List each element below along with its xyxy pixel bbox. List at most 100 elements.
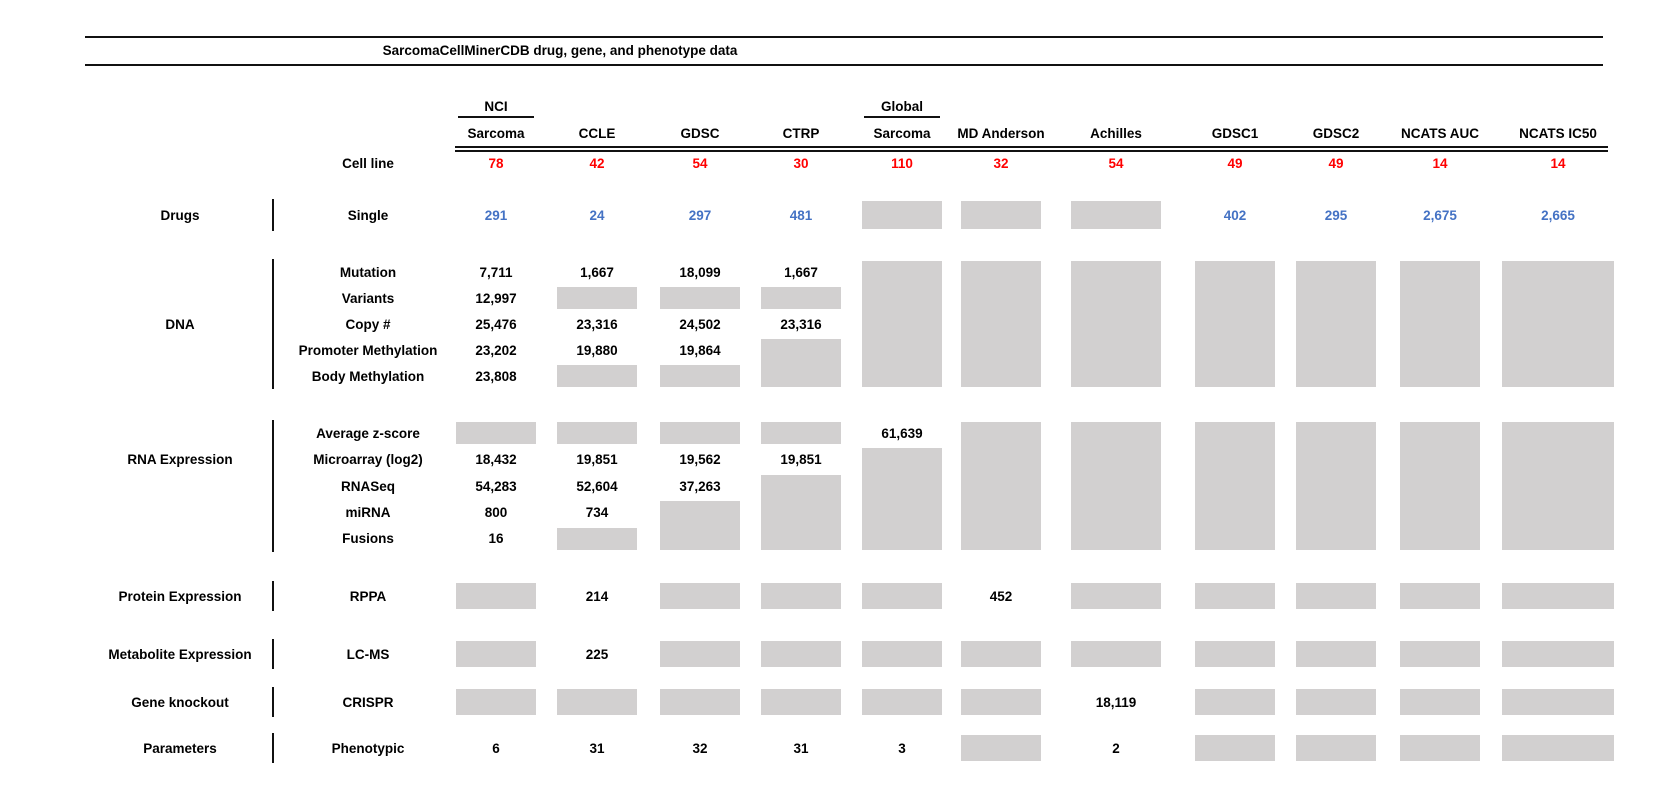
gray-box bbox=[862, 525, 942, 550]
gray-box bbox=[862, 261, 942, 285]
row-label: RPPA bbox=[349, 588, 387, 604]
group-label: DNA bbox=[165, 316, 195, 332]
cell-line-count: 14 bbox=[1432, 156, 1448, 171]
row-label: miRNA bbox=[345, 504, 391, 520]
gray-box bbox=[1296, 641, 1376, 667]
gray-box bbox=[761, 363, 841, 387]
cell-value: 54,283 bbox=[475, 478, 517, 494]
gray-box bbox=[1071, 446, 1161, 473]
gray-box bbox=[1502, 641, 1614, 667]
gray-box bbox=[1296, 583, 1376, 609]
cell-value: 23,808 bbox=[475, 368, 517, 384]
cell-value: 19,880 bbox=[576, 342, 618, 358]
col-header-underline bbox=[458, 116, 534, 118]
gray-box bbox=[1071, 311, 1161, 337]
row-label: Copy # bbox=[345, 316, 391, 332]
gray-box bbox=[1400, 641, 1480, 667]
col-header-top: Global bbox=[880, 99, 923, 114]
divider-bar bbox=[272, 639, 274, 669]
row-label: Promoter Methylation bbox=[298, 342, 438, 358]
col-header: CCLE bbox=[578, 126, 616, 141]
row-label: CRISPR bbox=[342, 694, 394, 710]
gray-box bbox=[961, 311, 1041, 337]
gray-box bbox=[1071, 337, 1161, 363]
gray-box bbox=[1071, 525, 1161, 550]
cell-value: 3 bbox=[898, 740, 906, 756]
gray-box bbox=[660, 641, 740, 667]
row-label: Fusions bbox=[342, 531, 394, 547]
divider-bar bbox=[272, 259, 274, 389]
cell-value: 23,316 bbox=[576, 316, 618, 332]
gray-box bbox=[862, 641, 942, 667]
gray-box bbox=[1502, 261, 1614, 285]
gray-box bbox=[1502, 337, 1614, 363]
cell-value: 2,675 bbox=[1423, 207, 1457, 223]
gray-box bbox=[1400, 446, 1480, 473]
cell-value: 2 bbox=[1112, 740, 1120, 756]
gray-box bbox=[1400, 689, 1480, 715]
cell-value: 19,864 bbox=[679, 342, 721, 358]
cell-value: 52,604 bbox=[576, 478, 618, 494]
gray-box bbox=[1296, 337, 1376, 363]
gray-box bbox=[1071, 285, 1161, 311]
cell-value: 6 bbox=[492, 740, 500, 756]
divider-bar bbox=[272, 199, 274, 231]
cell-line-count: 54 bbox=[1108, 156, 1124, 171]
col-header: MD Anderson bbox=[957, 126, 1045, 141]
header-double-rule-top bbox=[455, 146, 1608, 148]
gray-box bbox=[1296, 689, 1376, 715]
cell-value: 2,665 bbox=[1541, 207, 1575, 223]
cell-value: 37,263 bbox=[679, 478, 721, 494]
gray-box bbox=[961, 499, 1041, 526]
gray-box bbox=[1296, 735, 1376, 761]
cell-line-label: Cell line bbox=[342, 156, 394, 171]
cell-value: 452 bbox=[989, 588, 1013, 604]
cell-value: 402 bbox=[1223, 207, 1247, 223]
cell-value: 19,851 bbox=[576, 452, 618, 468]
col-header: GDSC2 bbox=[1312, 126, 1360, 141]
gray-box bbox=[1400, 472, 1480, 500]
group-label: Protein Expression bbox=[118, 588, 242, 604]
gray-box bbox=[961, 363, 1041, 387]
gray-box bbox=[660, 583, 740, 609]
col-header-underline bbox=[864, 116, 940, 118]
cell-value: 19,851 bbox=[780, 452, 822, 468]
title-top-rule bbox=[85, 36, 1603, 38]
cell-line-count: 32 bbox=[993, 156, 1009, 171]
gray-box bbox=[1071, 641, 1161, 667]
cell-value: 734 bbox=[585, 504, 609, 520]
row-label: Variants bbox=[341, 290, 395, 306]
group-label: Drugs bbox=[160, 207, 200, 223]
gray-box bbox=[961, 735, 1041, 761]
gray-box bbox=[1400, 735, 1480, 761]
cell-value: 24 bbox=[589, 207, 605, 223]
cell-value: 481 bbox=[789, 207, 813, 223]
cell-line-count: 30 bbox=[793, 156, 809, 171]
gray-box bbox=[862, 472, 942, 500]
gray-box bbox=[1071, 261, 1161, 285]
cell-value: 214 bbox=[585, 588, 609, 604]
gray-box bbox=[1195, 472, 1275, 500]
gray-box bbox=[862, 285, 942, 311]
cell-value: 297 bbox=[688, 207, 712, 223]
gray-box bbox=[456, 641, 536, 667]
gray-box bbox=[1502, 735, 1614, 761]
gray-box bbox=[961, 337, 1041, 363]
gray-box bbox=[1195, 525, 1275, 550]
gray-box bbox=[1400, 311, 1480, 337]
gray-box bbox=[761, 287, 841, 309]
cell-value: 800 bbox=[484, 504, 508, 520]
gray-box bbox=[761, 525, 841, 550]
gray-box bbox=[1071, 583, 1161, 609]
gray-box bbox=[1296, 499, 1376, 526]
cell-value: 31 bbox=[589, 740, 605, 756]
figure-title: SarcomaCellMinerCDB drug, gene, and phen… bbox=[382, 43, 738, 58]
cell-value: 24,502 bbox=[679, 316, 721, 332]
gray-box bbox=[1195, 422, 1275, 447]
col-header: GDSC1 bbox=[1211, 126, 1259, 141]
gray-box bbox=[862, 583, 942, 609]
cell-value: 23,316 bbox=[780, 316, 822, 332]
row-label: LC-MS bbox=[346, 646, 390, 662]
gray-box bbox=[961, 201, 1041, 229]
gray-box bbox=[862, 311, 942, 337]
